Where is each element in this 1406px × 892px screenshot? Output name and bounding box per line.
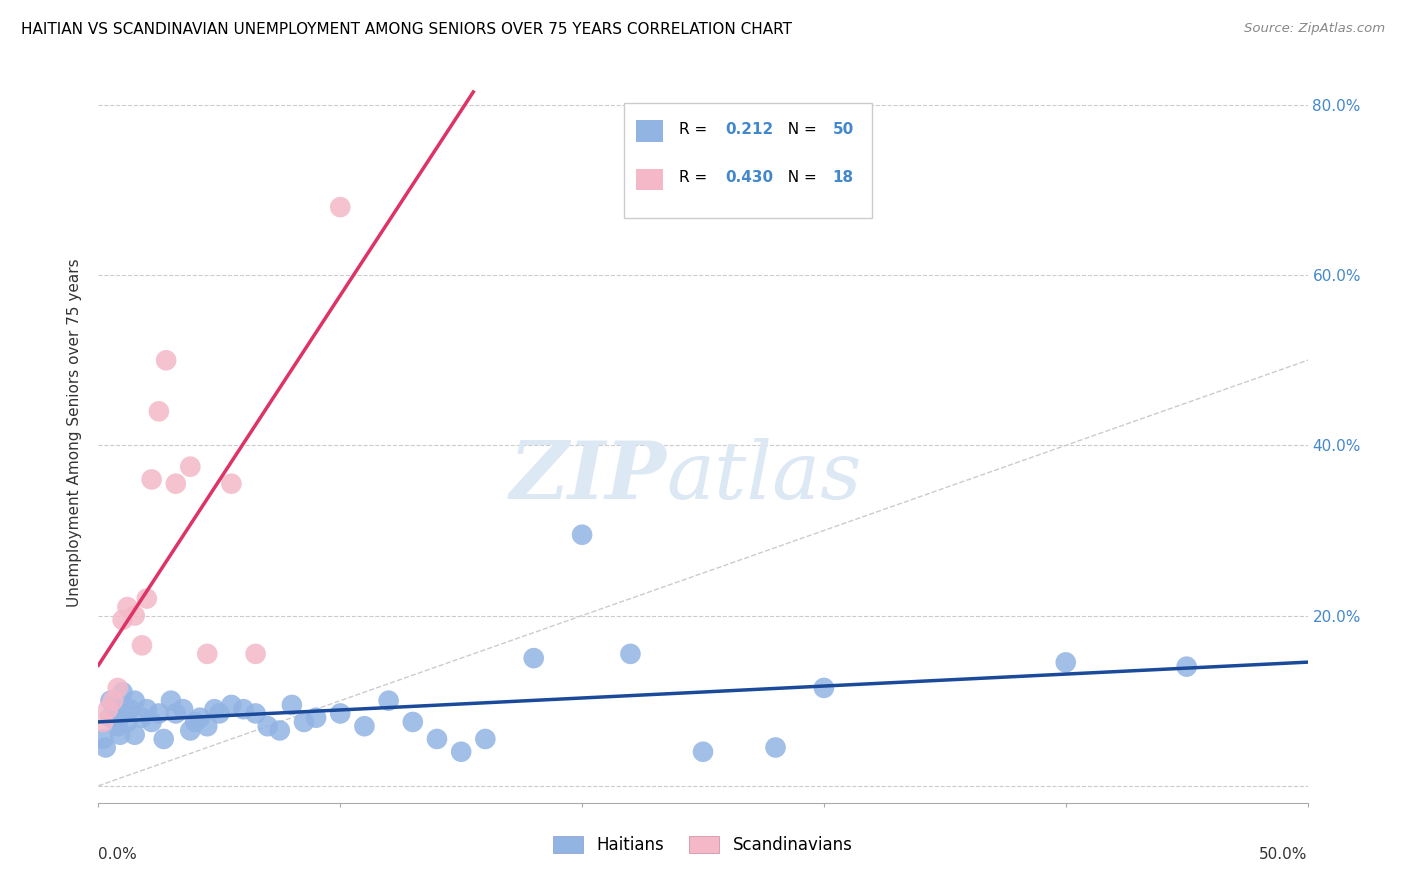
Point [765, 740, 787, 755]
Text: 18: 18 [832, 169, 853, 185]
Point [208, 706, 231, 721]
Y-axis label: Unemployment Among Seniors over 75 years: Unemployment Among Seniors over 75 years [67, 259, 83, 607]
Point [256, 719, 278, 733]
Legend: Haitians, Scandinavians: Haitians, Scandinavians [547, 830, 859, 861]
FancyBboxPatch shape [637, 169, 664, 190]
Text: 50: 50 [832, 121, 853, 136]
Point [305, 711, 328, 725]
Point [107, 681, 129, 695]
Text: HAITIAN VS SCANDINAVIAN UNEMPLOYMENT AMONG SENIORS OVER 75 YEARS CORRELATION CHA: HAITIAN VS SCANDINAVIAN UNEMPLOYMENT AMO… [21, 22, 792, 37]
Point [152, 731, 174, 746]
Text: 50.0%: 50.0% [1260, 847, 1308, 863]
Point [124, 608, 146, 623]
Point [329, 706, 352, 721]
Point [148, 404, 170, 418]
Point [165, 706, 187, 721]
Point [135, 702, 157, 716]
Point [221, 476, 243, 491]
Point [97, 702, 120, 716]
Point [100, 694, 122, 708]
Text: ZIP: ZIP [510, 438, 666, 516]
Point [329, 200, 352, 214]
Point [165, 476, 187, 491]
Point [91, 731, 114, 746]
Point [131, 711, 153, 725]
Text: R =: R = [679, 121, 711, 136]
Point [160, 694, 183, 708]
Text: 0.430: 0.430 [724, 169, 773, 185]
Point [450, 745, 472, 759]
Point [292, 714, 315, 729]
Point [402, 714, 425, 729]
Point [221, 698, 243, 712]
Point [100, 711, 122, 725]
Point [245, 647, 267, 661]
Text: N =: N = [778, 121, 821, 136]
Point [104, 702, 127, 716]
Point [353, 719, 375, 733]
Point [188, 711, 211, 725]
Point [1054, 656, 1077, 670]
Point [426, 731, 449, 746]
Point [377, 694, 399, 708]
FancyBboxPatch shape [637, 120, 664, 142]
Point [111, 706, 134, 721]
Point [117, 600, 139, 615]
Point [281, 698, 304, 712]
Point [619, 647, 641, 661]
Point [131, 639, 153, 653]
Point [195, 719, 218, 733]
Point [474, 731, 496, 746]
Point [184, 714, 207, 729]
Point [179, 723, 201, 738]
Text: Source: ZipAtlas.com: Source: ZipAtlas.com [1244, 22, 1385, 36]
Text: N =: N = [778, 169, 821, 185]
Point [124, 694, 146, 708]
Point [107, 719, 129, 733]
Point [118, 702, 141, 716]
Text: 0.0%: 0.0% [98, 847, 138, 863]
Point [523, 651, 546, 665]
Point [111, 613, 134, 627]
Point [269, 723, 291, 738]
Point [111, 685, 134, 699]
FancyBboxPatch shape [624, 103, 872, 218]
Text: atlas: atlas [666, 438, 862, 516]
Point [108, 728, 131, 742]
Point [117, 714, 139, 729]
Point [1175, 659, 1198, 673]
Point [101, 694, 124, 708]
Point [204, 702, 226, 716]
Point [692, 745, 714, 759]
Text: R =: R = [679, 169, 711, 185]
Point [172, 702, 194, 716]
Point [91, 714, 114, 729]
Point [124, 728, 146, 742]
Point [232, 702, 254, 716]
Point [571, 527, 593, 541]
Point [141, 472, 163, 486]
Point [813, 681, 835, 695]
Point [94, 740, 117, 755]
Point [195, 647, 218, 661]
Point [179, 459, 201, 474]
Point [155, 353, 177, 368]
Text: 0.212: 0.212 [724, 121, 773, 136]
Point [135, 591, 157, 606]
Point [148, 706, 170, 721]
Point [245, 706, 267, 721]
Point [141, 714, 163, 729]
